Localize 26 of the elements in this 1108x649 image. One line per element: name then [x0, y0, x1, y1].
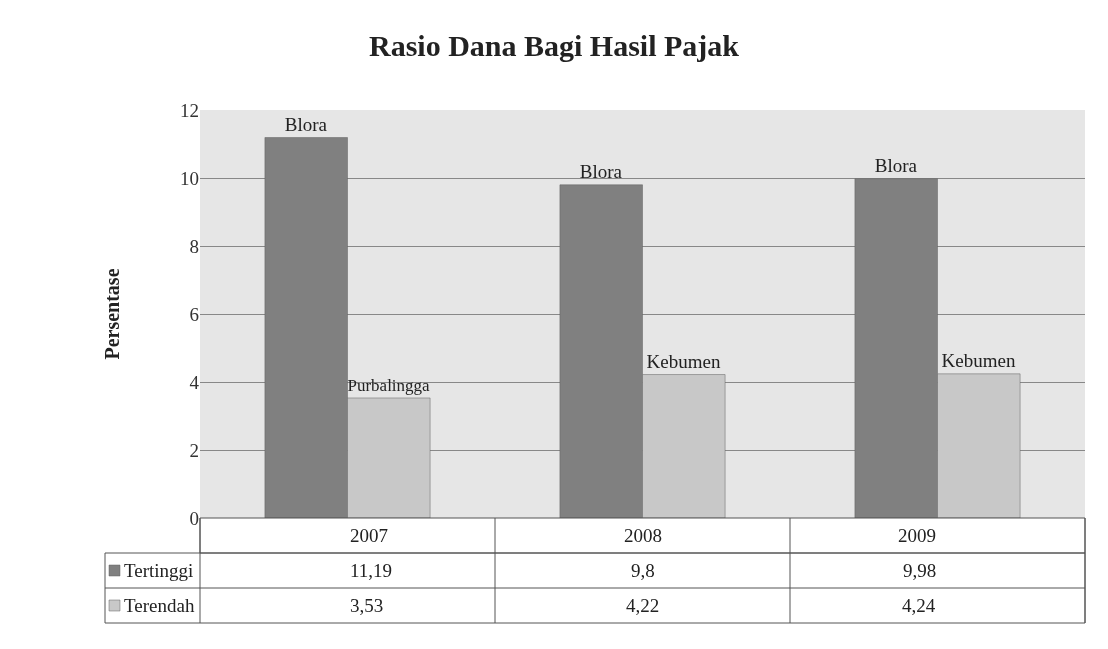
annotation: Purbalingga	[347, 376, 431, 396]
y-tick-label: 6	[189, 303, 199, 325]
x-tick-label: 2009	[898, 525, 936, 546]
y-tick-label: 8	[189, 235, 199, 257]
y-tick-label: 12	[180, 99, 199, 121]
annotation: Blora	[579, 160, 623, 182]
data-label: 9,98	[903, 560, 937, 581]
data-label: 11,19	[350, 560, 393, 581]
y-tick-label: 0	[189, 507, 199, 529]
annotation: Blora	[874, 154, 918, 176]
data-label: 3,53	[350, 595, 384, 616]
annotation: Kebumen	[646, 350, 721, 372]
y-tick-label: 4	[189, 371, 200, 393]
legend-label: Terendah	[124, 595, 195, 616]
y-tick-label: 10	[180, 167, 199, 189]
annotation: Blora	[284, 113, 328, 135]
x-tick-label: 2008	[624, 525, 662, 546]
y-axis-title: Persentase	[100, 268, 123, 360]
data-label: 4,22	[626, 595, 660, 616]
data-label: 9,8	[631, 560, 655, 581]
chart-title: Rasio Dana Bagi Hasil Pajak	[368, 28, 740, 62]
data-label: 4,24	[902, 595, 936, 616]
legend-label: Tertinggi	[124, 560, 194, 581]
annotation: Kebumen	[941, 349, 1016, 371]
x-tick-label: 2007	[350, 525, 388, 546]
y-tick-label: 2	[189, 439, 199, 461]
